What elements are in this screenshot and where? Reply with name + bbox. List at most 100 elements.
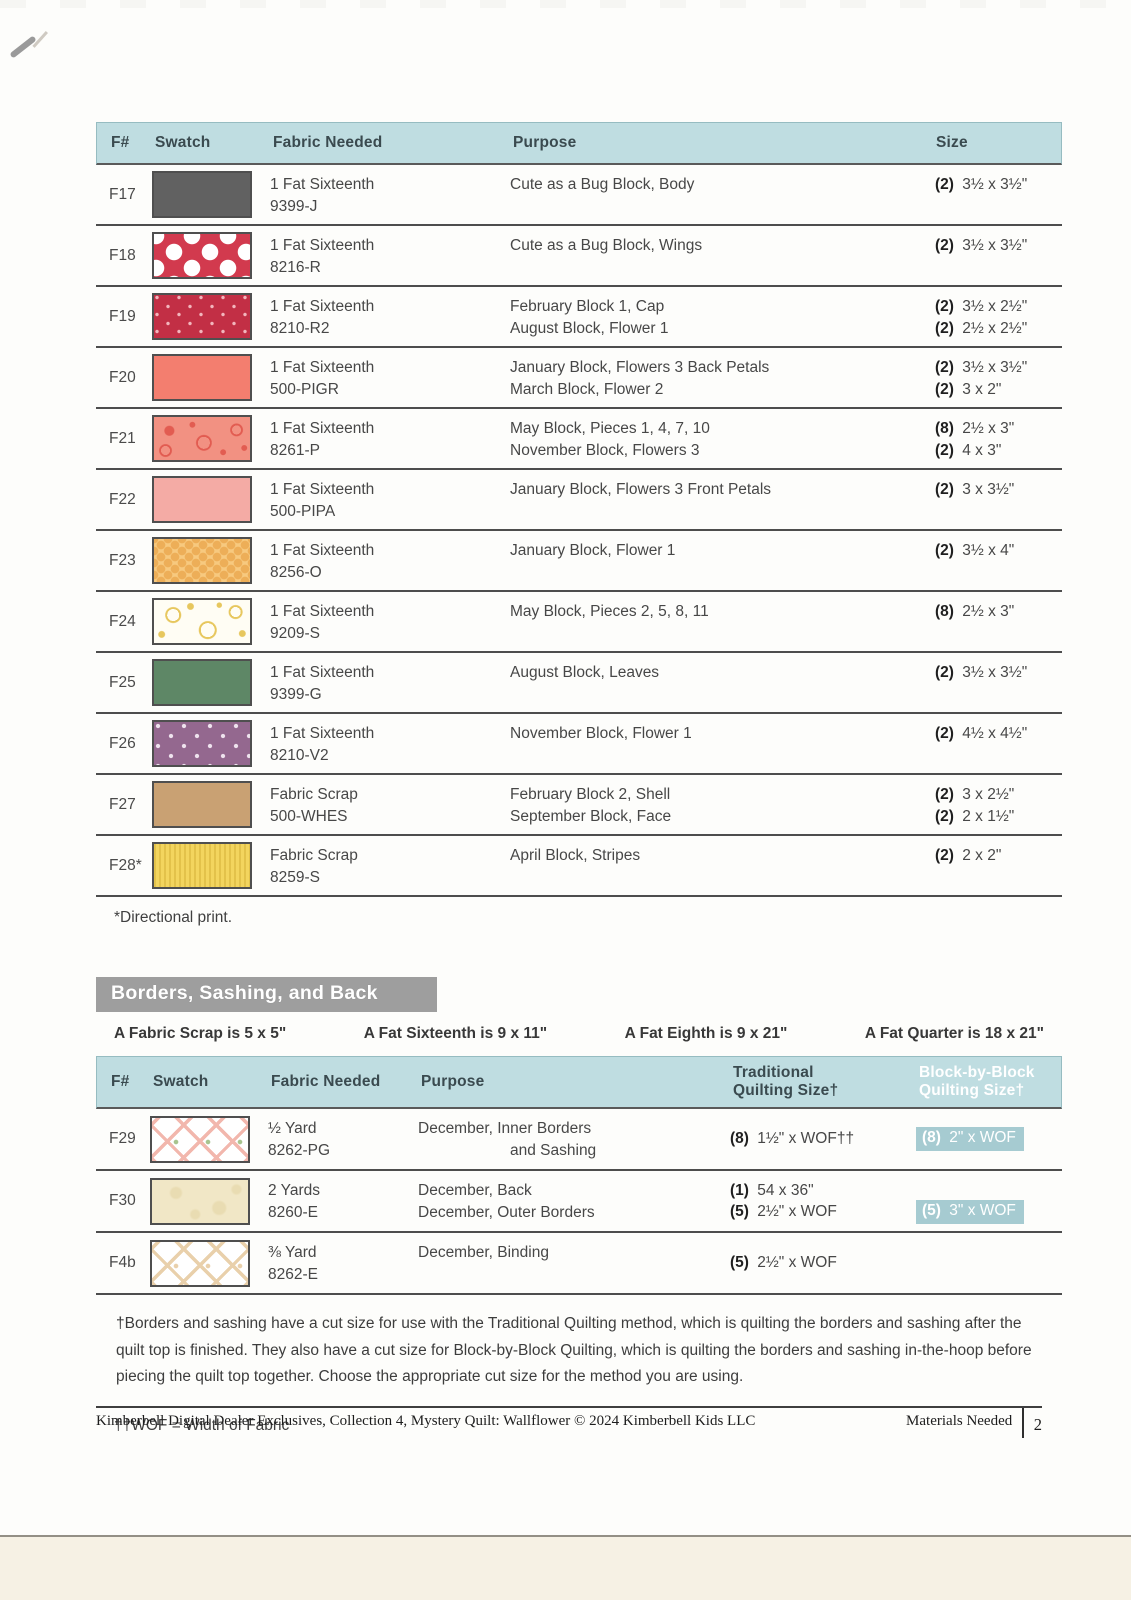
footer-divider (1022, 1408, 1024, 1438)
fabric-needed: 1 Fat Sixteenth 8210-R2 (270, 287, 510, 346)
dark-gray-solid-swatch (152, 171, 252, 218)
fabric-needed-line: Fabric Scrap (270, 847, 358, 864)
size-line: (2) 2½ x 2½" (935, 319, 1028, 337)
fabric-number: F23 (109, 551, 136, 569)
size-line: (8) 2½ x 3" (935, 603, 1015, 620)
fabric-needed-line: 8260-E (268, 1203, 318, 1221)
purpose-line: April Block, Stripes (510, 847, 641, 864)
fabric-needed-line: 1 Fat Sixteenth (270, 603, 375, 620)
swatch-cell (152, 409, 270, 468)
fabric-needed: 1 Fat Sixteenth 9399-G (270, 653, 510, 712)
fabric-number: F27 (109, 795, 136, 813)
swatch-cell (150, 1109, 268, 1169)
fabric-needed-line: 500-PIPA (270, 502, 336, 520)
footer-section-label: Materials Needed (906, 1413, 1013, 1429)
block-by-block-quilting-size: (5) 3" x WOF (916, 1171, 1062, 1231)
table-row: F17 1 Fat Sixteenth 9399-J Cute as a Bug Bl… (96, 165, 1062, 226)
fabric-number: F22 (109, 490, 136, 508)
size-line: (2) 3½ x 4" (935, 542, 1015, 559)
column-header: Swatch (155, 134, 211, 151)
fabric-needed-line: 500-PIGR (270, 380, 339, 398)
size-line: (2) 3 x 3½" (935, 481, 1015, 498)
page-content: F# Swatch Fabric Needed Purpose Size F17 1 Fat… (96, 122, 1062, 1435)
legend-item: A Fat Eighth is 9 x 21" (624, 1025, 788, 1042)
swatch-cell (152, 165, 270, 224)
purpose-line: December, Binding (418, 1244, 549, 1261)
purpose: Cute as a Bug Block, Body (510, 165, 935, 224)
size: (8) 2½ x 3" (2) 4 x 3" (935, 409, 1062, 468)
table-row: F19 1 Fat Sixteenth 8210-R2 February Block … (96, 287, 1062, 348)
fabric-needed-line: 8216-R (270, 258, 321, 276)
materials-needed-table: F# Swatch Fabric Needed Purpose Size F17 1 Fat… (96, 122, 1062, 897)
purpose-line: May Block, Pieces 2, 5, 8, 11 (510, 603, 709, 620)
fabric-needed-line: 1 Fat Sixteenth (270, 542, 375, 559)
column-header: Fabric Needed (273, 134, 383, 151)
column-header: Traditional Quilting Size† (733, 1064, 839, 1099)
crimson-speckle-swatch (152, 293, 252, 340)
legend-item: A Fat Quarter is 18 x 21" (864, 1025, 1044, 1042)
block-by-block-quilting-size: (8) 2" x WOF (916, 1109, 1062, 1169)
size-line: (2) 3 x 2" (935, 380, 1002, 398)
purpose-line: Cute as a Bug Block, Body (510, 176, 695, 193)
purpose-line: Cute as a Bug Block, Wings (510, 237, 703, 254)
swatch-cell (152, 714, 270, 773)
purpose: Cute as a Bug Block, Wings (510, 226, 935, 285)
column-header: Purpose (513, 134, 577, 151)
size: (2) 3 x 3½" (935, 470, 1062, 529)
table-row: F29 ½ Yard 8262-PG December, Inner Borders a… (96, 1109, 1062, 1171)
yellow-stripe-swatch (152, 842, 252, 889)
size: (2) 4½ x 4½" (935, 714, 1062, 773)
column-header: Block-by-Block Quilting Size† (919, 1064, 1035, 1099)
page-footer: Kimberbell Digital Dealer Exclusives, Co… (96, 1406, 1042, 1438)
column-header: F# (111, 1073, 130, 1090)
fabric-needed-line: 1 Fat Sixteenth (270, 481, 375, 498)
fabric-needed-line: 9209-S (270, 624, 320, 642)
directional-print-footnote: *Directional print. (114, 909, 233, 926)
purpose: May Block, Pieces 2, 5, 8, 11 (510, 592, 935, 651)
white-yellow-vine-swatch (152, 598, 252, 645)
size-badge: (8) 2" x WOF (916, 1127, 1024, 1151)
swatch-cell (152, 836, 270, 895)
purpose-line: August Block, Flower 1 (510, 319, 669, 337)
orange-honeycomb-swatch (152, 537, 252, 584)
table-row: F22 1 Fat Sixteenth 500-PIPA January Block,… (96, 470, 1062, 531)
size-line: (8) 1½" x WOF†† (730, 1130, 855, 1148)
fabric-number: F21 (109, 429, 136, 447)
purpose-line: February Block 2, Shell (510, 786, 671, 803)
fabric-needed: 1 Fat Sixteenth 8256-O (270, 531, 510, 590)
fabric-needed-line: 1 Fat Sixteenth (270, 359, 375, 376)
fabric-needed-line: 8210-V2 (270, 746, 329, 764)
red-white-polka-dot-swatch (152, 232, 252, 279)
column-header: Size (936, 134, 968, 151)
legend-item: A Fat Sixteenth is 9 x 11" (363, 1025, 548, 1042)
fabric-needed: ½ Yard 8262-PG (268, 1109, 418, 1169)
column-header: Purpose (421, 1073, 485, 1090)
fabric-needed: 1 Fat Sixteenth 8261-P (270, 409, 510, 468)
table-row: F23 1 Fat Sixteenth 8256-O January Block, F… (96, 531, 1062, 592)
fabric-needed: 1 Fat Sixteenth 8210-V2 (270, 714, 510, 773)
purpose: February Block 1, Cap August Block, Flowe… (510, 287, 935, 346)
purpose: November Block, Flower 1 (510, 714, 935, 773)
purpose: December, Back December, Outer Borders (418, 1171, 730, 1231)
size-line: (2) 3½ x 3½" (935, 176, 1028, 193)
fabric-needed-line: 8262-E (268, 1265, 318, 1283)
table-row: F27 Fabric Scrap 500-WHES February Block 2,… (96, 775, 1062, 836)
size-line: (2) 3½ x 3½" (935, 237, 1028, 254)
purpose: May Block, Pieces 1, 4, 7, 10 November Bl… (510, 409, 935, 468)
traditional-quilting-size: (8) 1½" x WOF†† (730, 1109, 916, 1169)
purpose-line: January Block, Flowers 3 Front Petals (510, 481, 772, 498)
size-line-empty (916, 1179, 1062, 1201)
fabric-number: F24 (109, 612, 136, 630)
fabric-needed-line: 8259-S (270, 868, 320, 886)
size-line: (5) 2½" x WOF (730, 1203, 837, 1220)
purpose-line: May Block, Pieces 1, 4, 7, 10 (510, 420, 710, 437)
footnote-quilting-methods: †Borders and sashing have a cut size for… (116, 1315, 1032, 1385)
swatch-cell (152, 775, 270, 834)
table-row: F21 1 Fat Sixteenth 8261-P May Block, Piece… (96, 409, 1062, 470)
purpose-line: December, Back (418, 1182, 532, 1199)
size: (2) 3 x 2½" (2) 2 x 1½" (935, 775, 1062, 834)
size-badge: (5) 3" x WOF (916, 1200, 1024, 1224)
swatch-cell (152, 348, 270, 407)
size: (2) 3½ x 4" (935, 531, 1062, 590)
